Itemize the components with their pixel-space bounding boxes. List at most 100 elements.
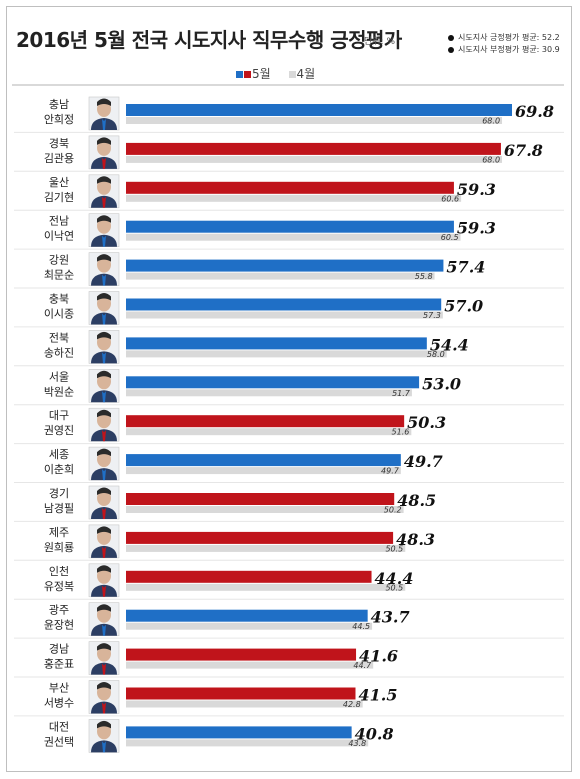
bar-previous bbox=[126, 194, 462, 202]
value-label-current: 43.7 bbox=[371, 608, 410, 627]
avatar-face-icon bbox=[97, 373, 111, 390]
avatar-face-icon bbox=[97, 567, 111, 584]
governor-name: 홍준표 bbox=[44, 657, 74, 671]
value-label-current: 44.4 bbox=[375, 569, 414, 588]
bar-current bbox=[126, 687, 356, 700]
avatar-face-icon bbox=[97, 139, 111, 156]
region-label: 광주 bbox=[49, 604, 69, 617]
value-label-previous: 49.7 bbox=[381, 467, 400, 476]
value-label-previous: 43.8 bbox=[348, 739, 366, 748]
unit-label: 단위: % bbox=[364, 37, 396, 47]
value-label-current: 48.5 bbox=[397, 491, 436, 510]
avatar-hair-icon bbox=[97, 487, 111, 495]
value-label-previous: 50.5 bbox=[385, 583, 403, 592]
avatar-tie-icon bbox=[102, 235, 106, 247]
bar-current bbox=[126, 104, 512, 116]
bar-previous bbox=[126, 739, 369, 747]
avatar-face-icon bbox=[97, 217, 111, 234]
legend-swatch-gray bbox=[288, 71, 296, 78]
value-label-current: 41.6 bbox=[359, 647, 398, 666]
value-label-current: 59.3 bbox=[457, 219, 496, 238]
avatar-hair-icon bbox=[97, 604, 111, 612]
governor-name: 윤장현 bbox=[44, 619, 74, 632]
avatar-face-icon bbox=[97, 528, 111, 545]
bar-current bbox=[126, 648, 357, 661]
bar-previous bbox=[126, 311, 443, 319]
bar-current bbox=[126, 415, 405, 428]
bar-current bbox=[126, 298, 442, 311]
bar-previous bbox=[126, 117, 503, 124]
value-label-current: 57.0 bbox=[444, 297, 483, 316]
avatar-tie-icon bbox=[102, 508, 106, 519]
value-label-previous: 60.5 bbox=[441, 233, 459, 242]
avatar-face-icon bbox=[97, 412, 111, 429]
value-label-current: 57.4 bbox=[446, 258, 485, 277]
region-label: 제주 bbox=[49, 526, 69, 539]
value-label-previous: 42.8 bbox=[343, 700, 361, 709]
value-label-previous: 58.0 bbox=[427, 350, 445, 359]
legend-label-current: 5월 bbox=[252, 67, 271, 81]
value-label-previous: 44.5 bbox=[352, 622, 370, 631]
governor-name: 권선택 bbox=[44, 735, 74, 748]
governor-name: 서병수 bbox=[44, 697, 74, 710]
bar-previous bbox=[126, 155, 503, 163]
legend-item-current: 5월 bbox=[236, 67, 271, 81]
avatar-hair-icon bbox=[97, 137, 111, 145]
avatar-face-icon bbox=[97, 723, 111, 740]
bar-previous bbox=[126, 272, 435, 280]
avatar-hair-icon bbox=[97, 254, 111, 262]
bar-current bbox=[126, 376, 420, 389]
governor-name: 이시종 bbox=[44, 308, 74, 321]
bar-previous bbox=[126, 389, 412, 397]
negative-average-text: 시도지사 부정평가 평균: 30.9 bbox=[458, 45, 560, 54]
avatar-hair-icon bbox=[97, 720, 111, 729]
positive-average-text: 시도지사 긍정평가 평균: 52.2 bbox=[458, 33, 560, 42]
governor-name: 최문순 bbox=[44, 269, 74, 282]
avatar-hair-icon bbox=[97, 215, 111, 223]
avatar-tie-icon bbox=[102, 663, 106, 675]
bar-previous bbox=[126, 233, 461, 241]
avatar-tie-icon bbox=[102, 274, 106, 286]
bar-previous bbox=[126, 428, 412, 436]
avatar-face-icon bbox=[97, 178, 111, 195]
negative-average-note: 시도지사 부정평가 평균: 30.9 bbox=[448, 44, 560, 55]
avatar-tie-icon bbox=[102, 585, 106, 597]
bullet-icon bbox=[448, 46, 454, 53]
governor-name: 유정복 bbox=[44, 580, 74, 593]
region-label: 강원 bbox=[49, 254, 69, 267]
value-label-previous: 51.6 bbox=[392, 428, 410, 437]
value-label-previous: 68.0 bbox=[482, 117, 500, 126]
value-label-previous: 51.7 bbox=[392, 389, 411, 398]
avatar-tie-icon bbox=[102, 352, 106, 364]
legend-label-previous: 4월 bbox=[296, 67, 316, 81]
value-label-previous: 55.8 bbox=[415, 272, 433, 281]
bar-current bbox=[126, 337, 427, 350]
region-label: 대구 bbox=[49, 409, 69, 422]
bar-previous bbox=[126, 700, 363, 708]
region-label: 전북 bbox=[49, 331, 69, 344]
value-label-previous: 44.7 bbox=[353, 661, 372, 670]
avatar-tie-icon bbox=[102, 313, 106, 325]
legend-swatch-red bbox=[244, 71, 251, 78]
value-label-current: 49.7 bbox=[404, 452, 443, 471]
value-label-current: 67.8 bbox=[504, 141, 543, 160]
governor-name: 이낙연 bbox=[44, 230, 74, 243]
governor-name: 김관용 bbox=[44, 152, 74, 165]
avatar-tie-icon bbox=[102, 741, 106, 753]
avatar-hair-icon bbox=[97, 682, 111, 690]
bar-current bbox=[126, 493, 395, 505]
legend: 5월 4월 bbox=[236, 65, 329, 82]
avatar-hair-icon bbox=[97, 331, 111, 340]
avatar-face-icon bbox=[97, 490, 111, 506]
governor-name: 김기현 bbox=[44, 191, 74, 204]
region-label: 충남 bbox=[49, 98, 69, 111]
value-label-current: 40.8 bbox=[355, 724, 394, 743]
value-label-previous: 68.0 bbox=[482, 155, 500, 164]
governor-name: 원희룡 bbox=[44, 541, 74, 554]
avatar-face-icon bbox=[97, 645, 111, 662]
bar-previous bbox=[126, 661, 374, 669]
region-label: 전남 bbox=[49, 215, 69, 228]
region-label: 대전 bbox=[49, 720, 69, 733]
governor-name: 권영진 bbox=[44, 424, 74, 437]
